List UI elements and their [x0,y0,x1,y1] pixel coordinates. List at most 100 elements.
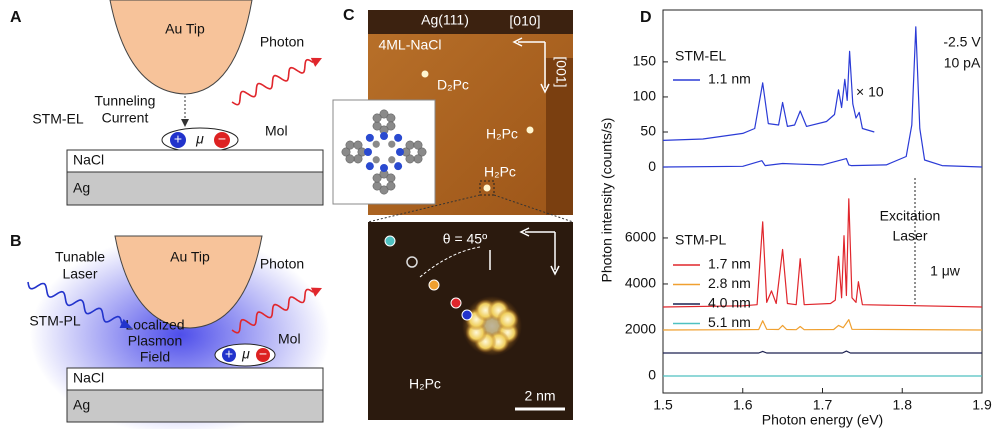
y-axis-label: Photon intensity (counts/s) [599,118,615,283]
film-label: 4ML-NaCl [378,37,441,53]
molecule-lobe [497,308,519,330]
field-label: Localized [125,317,184,333]
molecule-dot [527,127,534,134]
legend-label: 2.8 nm [708,275,751,291]
atom [380,164,388,172]
annotation: 10 pA [944,55,981,71]
ag-layer [67,172,323,205]
x-tick-label: 1.6 [733,397,753,413]
direction-label: [001] [553,56,569,87]
atom [414,155,422,163]
legend-label: 1.1 nm [708,71,751,87]
angle-label: θ = 45º [443,231,487,247]
annotation: 1 μw [930,263,961,279]
field-label: Plasmon [128,333,182,349]
chart-title: STM-PL [675,232,727,248]
y-tick-label: 2000 [625,321,656,337]
x-tick-label: 1.8 [893,397,913,413]
dipole-text: μ [241,346,250,362]
spectrum-line [663,51,874,140]
x-tick-label: 1.5 [653,397,673,413]
x-tick-label: 1.7 [813,397,833,413]
atom [366,162,374,170]
mode-label: STM-EL [32,111,84,127]
charge-text: − [259,346,267,362]
dipole-text: μ [195,131,204,147]
atom [396,148,404,156]
mol-label: Mol [265,123,288,139]
nacl-layer [67,368,323,390]
y-tick-label: 4000 [625,275,656,291]
atom [364,148,372,156]
charge-text: − [218,131,226,147]
tip-label: Au Tip [170,249,210,265]
photon-wave [232,60,313,105]
atom [366,134,374,142]
molecule-dot [484,185,491,192]
annotation: × 10 [856,84,884,100]
atom [394,162,402,170]
legend-label: 4.0 nm [708,295,751,311]
field-label: Field [140,349,170,365]
atom [387,182,395,190]
y-tick-label: 150 [633,53,657,69]
plot-frame [663,10,982,393]
molecule-image [462,296,522,356]
atom [354,155,362,163]
surface-label: Ag(111) [421,12,469,28]
laser-label: Laser [62,266,97,282]
atom [387,174,395,182]
atom [373,114,381,122]
spectrum-line [663,351,982,353]
annotation: Excitation [880,208,941,224]
molecule-label: H₂Pc [486,126,518,142]
molecule-label: H₂Pc [484,164,516,180]
atom [373,182,381,190]
atom [373,141,380,148]
y-tick-label: 0 [648,367,656,383]
current-label: Tunneling [95,93,156,109]
legend-label: 1.7 nm [708,256,751,272]
photon-label: Photon [260,256,304,272]
atom [388,156,395,163]
atom [388,141,395,148]
layer-label: NaCl [73,370,104,386]
arrow-head [181,119,189,127]
charge-text: + [225,346,233,362]
tip-label: Au Tip [165,21,205,37]
panel-label: C [343,7,355,24]
y-tick-label: 6000 [625,229,656,245]
molecule-label: D₂Pc [437,77,469,93]
annotation: Laser [892,228,927,244]
atom [373,122,381,130]
layer-label: Ag [73,397,90,413]
mode-label: STM-PL [29,313,81,329]
atom [406,141,414,149]
mol-label: Mol [278,331,301,347]
y-tick-label: 50 [640,123,656,139]
atom [346,141,354,149]
laser-label: Tunable [55,249,105,265]
charge-text: + [174,131,182,147]
y-tick-label: 0 [648,158,656,174]
ag-layer [67,390,323,422]
legend-label: 5.1 nm [708,314,751,330]
nacl-layer [67,150,323,172]
x-axis-label: Photon energy (eV) [762,412,883,428]
stm-step [368,10,573,34]
scale-label: 2 nm [524,388,555,404]
tip-position [451,298,461,308]
layer-label: Ag [73,180,90,196]
atom [346,155,354,163]
layer-label: NaCl [73,152,104,168]
photon-label: Photon [260,34,304,50]
chart-title: STM-EL [675,48,727,64]
current-label: Current [102,110,149,126]
x-tick-label: 1.9 [972,397,992,413]
atom [394,134,402,142]
annotation: -2.5 V [943,34,981,50]
tip-position [385,236,395,246]
molecule-dot [422,71,429,78]
atom [373,156,380,163]
panel-label: A [10,9,22,26]
